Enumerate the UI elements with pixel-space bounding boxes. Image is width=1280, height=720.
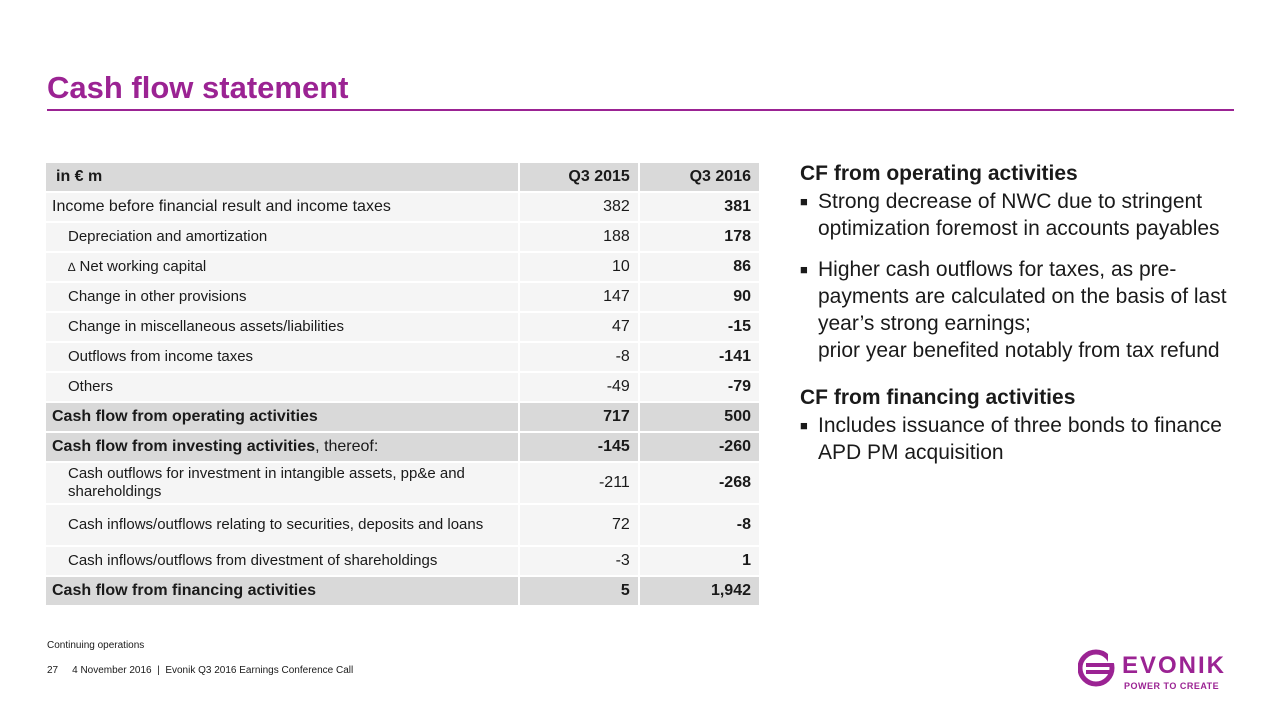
row-label-suffix: , thereof: (315, 438, 379, 455)
table-row: Outflows from income taxes -8 -141 (46, 342, 762, 373)
cell-q3-2016: -141 (638, 342, 762, 373)
cell-q3-2016: 381 (638, 192, 762, 223)
bullet-text: Includes issuance of three bonds to fina… (818, 414, 1222, 464)
cash-flow-table: in € m Q3 2015 Q3 2016 Income before fin… (46, 163, 762, 607)
cell-q3-2015: 5 (518, 576, 640, 607)
table-row: Income before financial result and incom… (46, 192, 762, 223)
commentary-panel: CF from operating activities ■ Strong de… (800, 160, 1240, 466)
financing-heading: CF from financing activities (800, 386, 1076, 409)
cell-q3-2016: 86 (638, 252, 762, 283)
table-total-row: Cash flow from financing activities 5 1,… (46, 576, 762, 607)
delta-icon: ∆ (68, 260, 76, 274)
row-label: Cash inflows/outflows relating to securi… (46, 504, 520, 547)
cell-q3-2016: -8 (638, 504, 762, 547)
table-row: Cash inflows/outflows relating to securi… (46, 504, 762, 547)
row-label: Change in other provisions (46, 282, 520, 313)
row-label: Cash inflows/outflows from divestment of… (46, 546, 520, 577)
cell-q3-2016: 178 (638, 222, 762, 253)
table-total-row: Cash flow from operating activities 717 … (46, 402, 762, 433)
row-label: Outflows from income taxes (46, 342, 520, 373)
row-label: Net working capital (79, 258, 207, 275)
row-label: Others (46, 372, 520, 403)
header-unit-label: in € m (46, 163, 520, 193)
row-label: Change in miscellaneous assets/liabiliti… (46, 312, 520, 343)
row-label: Cash flow from operating activities (46, 402, 520, 433)
table-total-row: Cash flow from investing activities, the… (46, 432, 762, 463)
evonik-logo: EVONIK POWER TO CREATE (1078, 648, 1238, 693)
logo-tagline: POWER TO CREATE (1124, 681, 1220, 691)
cell-q3-2016: 500 (638, 402, 762, 433)
table-row: Others -49 -79 (46, 372, 762, 403)
table-row: Cash inflows/outflows from divestment of… (46, 546, 762, 577)
table-row: Cash outflows for investment in intangib… (46, 462, 762, 505)
cell-q3-2015: 717 (518, 402, 640, 433)
row-label-cell: ∆ Net working capital (46, 252, 520, 283)
row-label: Cash flow from financing activities (46, 576, 520, 607)
row-label-cell: Cash flow from investing activities, the… (46, 432, 520, 463)
cell-q3-2015: -8 (518, 342, 640, 373)
page-number: 27 (47, 665, 59, 676)
cell-q3-2015: -145 (518, 432, 640, 463)
operating-heading: CF from operating activities (800, 162, 1078, 185)
row-label: Cash outflows for investment in intangib… (46, 462, 520, 505)
row-label: Cash flow from investing activities (52, 438, 316, 455)
cell-q3-2016: 90 (638, 282, 762, 313)
table-row: Depreciation and amortization 188 178 (46, 222, 762, 253)
bullet-item: ■ Strong decrease of NWC due to stringen… (800, 188, 1240, 242)
bullet-icon: ■ (800, 194, 808, 209)
row-label: Depreciation and amortization (46, 222, 520, 253)
cell-q3-2015: 10 (518, 252, 640, 283)
cell-q3-2015: 188 (518, 222, 640, 253)
spacer (800, 242, 1240, 256)
cell-q3-2016: 1,942 (638, 576, 762, 607)
bullet-text-continued: prior year benefited notably from tax re… (818, 339, 1220, 362)
bullet-text: Higher cash outflows for taxes, as pre-p… (818, 258, 1227, 335)
bullet-icon: ■ (800, 262, 808, 277)
cell-q3-2016: -15 (638, 312, 762, 343)
title-divider (47, 109, 1234, 111)
table-row: Change in miscellaneous assets/liabiliti… (46, 312, 762, 343)
cell-q3-2016: 1 (638, 546, 762, 577)
cell-q3-2015: 382 (518, 192, 640, 223)
evonik-logo-icon (1078, 649, 1118, 687)
logo-wordmark: EVONIK (1122, 652, 1227, 679)
table-row: ∆ Net working capital 10 86 (46, 252, 762, 283)
cell-q3-2015: -49 (518, 372, 640, 403)
spacer (800, 364, 1240, 384)
bullet-text: Strong decrease of NWC due to stringent … (818, 190, 1220, 240)
cell-q3-2015: 147 (518, 282, 640, 313)
footer-text: 4 November 2016 | Evonik Q3 2016 Earning… (72, 665, 354, 676)
footer: 27 4 November 2016 | Evonik Q3 2016 Earni… (47, 665, 353, 676)
cell-q3-2016: -268 (638, 462, 762, 505)
row-label: Income before financial result and incom… (46, 192, 520, 223)
footnote: Continuing operations (47, 640, 145, 651)
table-row: Change in other provisions 147 90 (46, 282, 762, 313)
bullet-item: ■ Higher cash outflows for taxes, as pre… (800, 256, 1240, 364)
cell-q3-2015: 47 (518, 312, 640, 343)
bullet-item: ■ Includes issuance of three bonds to fi… (800, 412, 1240, 466)
cell-q3-2015: -211 (518, 462, 640, 505)
cell-q3-2015: -3 (518, 546, 640, 577)
header-q3-2016: Q3 2016 (638, 163, 762, 193)
header-q3-2015: Q3 2015 (518, 163, 640, 193)
cell-q3-2016: -260 (638, 432, 762, 463)
bullet-icon: ■ (800, 418, 808, 433)
page-title: Cash flow statement (47, 70, 349, 105)
table-header-row: in € m Q3 2015 Q3 2016 (46, 163, 762, 193)
cell-q3-2015: 72 (518, 504, 640, 547)
cell-q3-2016: -79 (638, 372, 762, 403)
